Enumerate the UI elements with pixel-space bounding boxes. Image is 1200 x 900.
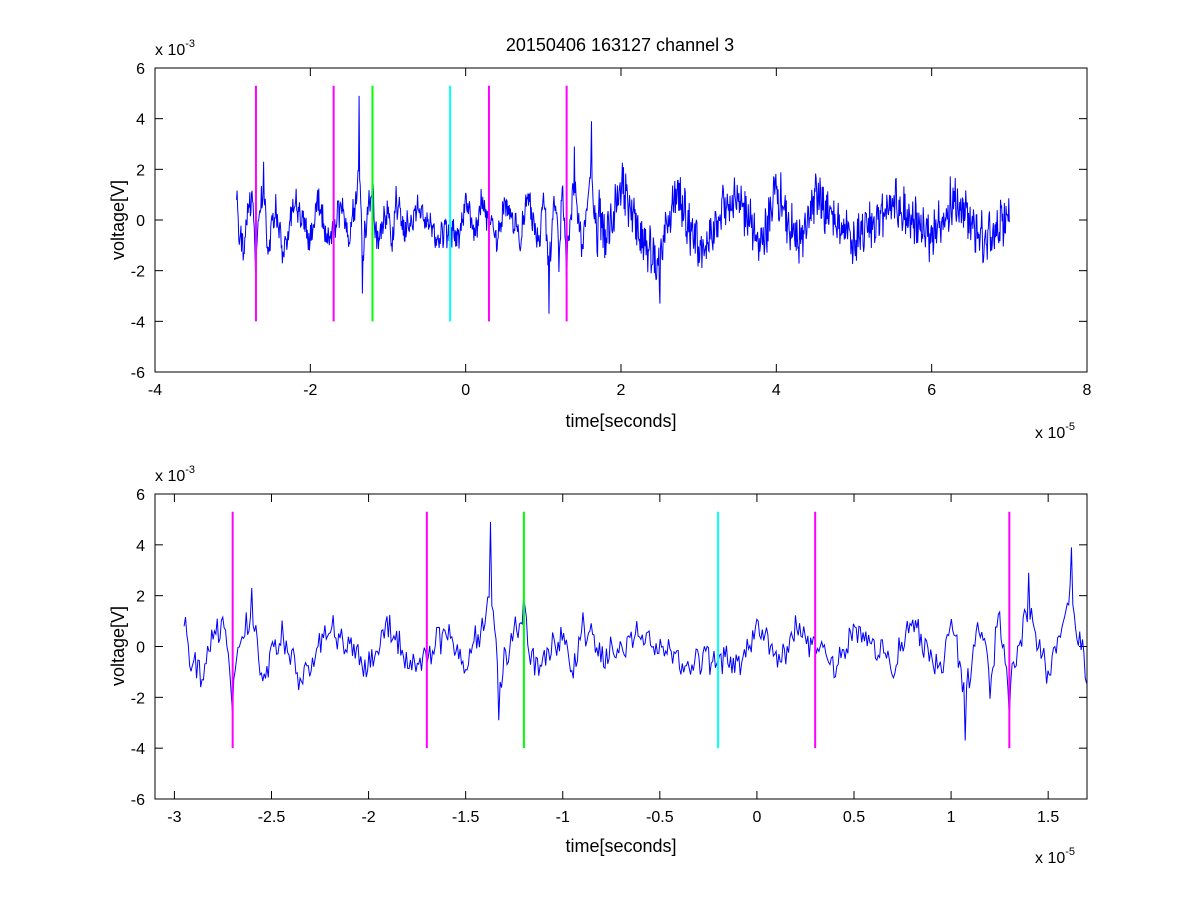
top-y-multiplier: x 10 [155, 42, 185, 59]
bottom-x-tick-label: 0.5 [843, 809, 865, 826]
bottom-x-exponent-label: x 10-5 [1035, 846, 1075, 867]
top-event-markers [254, 85, 568, 322]
bottom-y-exponent-label: x 10-3 [155, 464, 195, 485]
top-x-tick-label: -4 [148, 382, 162, 399]
bottom-x-tick-label: 1.5 [1037, 809, 1059, 826]
top-y-tick-label: 6 [136, 61, 145, 78]
top-x-multiplier: x 10 [1035, 425, 1065, 442]
bottom-y-tick-label: 2 [136, 589, 145, 606]
bottom-event-markers [231, 511, 1011, 749]
bottom-y-tick-label: -4 [131, 741, 145, 758]
figure-title: 20150406 163127 channel 3 [506, 35, 734, 55]
bottom-x-tick-label: -1 [556, 809, 570, 826]
bottom-y-exponent: -3 [185, 464, 195, 476]
bottom-y-multiplier: x 10 [155, 468, 185, 485]
top-y-exponent: -3 [185, 38, 195, 50]
top-y-tick-label: 0 [136, 213, 145, 230]
top-x-tick-label: 6 [927, 382, 936, 399]
top-y-tick-label: -6 [131, 365, 145, 382]
bottom-y-tick-label: 4 [136, 538, 145, 555]
top-y-exponent-label: x 10-3 [155, 38, 195, 59]
top-x-tick-label: 2 [617, 382, 626, 399]
bottom-x-multiplier: x 10 [1035, 850, 1065, 867]
bottom-axes-ticks: -3 -2.5 -2 -1.5 -1 -0.5 0 0.5 1 1.5 -6 -4 -2 0 2 4 6 [131, 487, 1087, 826]
bottom-x-axis-label: time[seconds] [565, 836, 676, 856]
top-x-exponent-label: x 10-5 [1035, 421, 1075, 442]
bottom-x-tick-label: -3 [167, 809, 181, 826]
bottom-y-tick-label: -6 [131, 792, 145, 809]
top-y-tick-label: -2 [131, 264, 145, 281]
bottom-x-tick-label: -2.5 [258, 809, 286, 826]
bottom-x-tick-label: -2 [361, 809, 375, 826]
top-y-tick-label: -4 [131, 314, 145, 331]
top-plot-area [236, 85, 1010, 322]
bottom-x-tick-label: -0.5 [646, 809, 674, 826]
top-x-tick-label: 8 [1083, 382, 1092, 399]
top-signal-line [236, 95, 1010, 314]
top-x-tick-label: 0 [461, 382, 470, 399]
bottom-plot-area [183, 511, 1088, 749]
top-y-axis-label: voltage[V] [108, 180, 128, 260]
bottom-y-tick-label: -2 [131, 690, 145, 707]
bottom-x-tick-label: 0 [752, 809, 761, 826]
top-y-tick-label: 2 [136, 162, 145, 179]
top-x-axis-label: time[seconds] [565, 411, 676, 431]
bottom-axes-frame [154, 493, 1088, 800]
bottom-y-axis-label: voltage[V] [108, 606, 128, 686]
top-x-tick-label: -2 [303, 382, 317, 399]
bottom-axes: -3 -2.5 -2 -1.5 -1 -0.5 0 0.5 1 1.5 -6 -4 -2 0 2 4 6 tim… [108, 464, 1088, 867]
top-x-tick-label: 4 [772, 382, 781, 399]
top-x-exponent: -5 [1065, 421, 1075, 433]
bottom-y-tick-label: 6 [136, 487, 145, 504]
bottom-x-exponent: -5 [1065, 846, 1075, 858]
top-y-tick-label: 4 [136, 112, 145, 129]
bottom-x-tick-label: 1 [947, 809, 956, 826]
top-axes-frame [154, 67, 1088, 373]
bottom-y-tick-label: 0 [136, 640, 145, 657]
bottom-x-tick-label: -1.5 [452, 809, 480, 826]
bottom-signal-line [183, 521, 1088, 741]
